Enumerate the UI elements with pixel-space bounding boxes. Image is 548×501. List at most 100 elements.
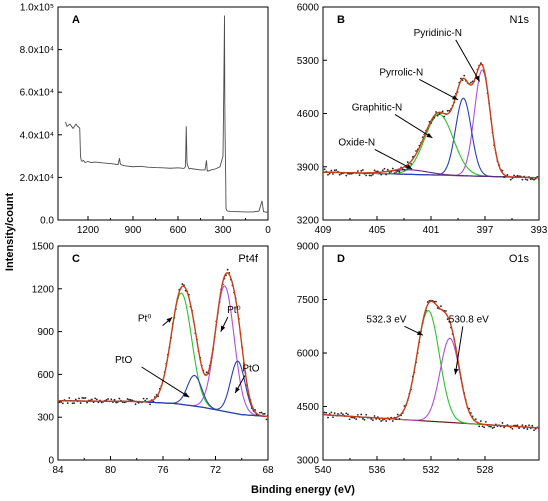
raw-data-point — [71, 402, 74, 405]
raw-data-point — [523, 427, 525, 430]
raw-data-point — [516, 424, 519, 427]
x-tick-label: 1200 — [77, 225, 100, 236]
raw-data-point — [129, 399, 132, 401]
raw-data-point — [506, 173, 509, 176]
raw-data-point — [134, 403, 137, 406]
y-tick-label: 900 — [37, 327, 54, 338]
raw-data-point — [323, 411, 326, 414]
y-tick-label: 1200 — [32, 284, 55, 295]
raw-data-point — [365, 174, 368, 177]
figure-xlabel: Binding energy (eV) — [251, 484, 355, 496]
raw-data-point — [443, 115, 446, 118]
annotation-arrowhead — [426, 132, 433, 138]
y-tick-label: 0.0 — [40, 216, 54, 227]
plot-area — [58, 268, 268, 421]
annotation-label: 532.3 eV — [366, 314, 406, 325]
raw-data-point — [78, 397, 80, 400]
panel-b: 409 405 401 397 393 3200 3900 4600 5300 6000 B N1s P… — [297, 3, 548, 237]
annotation-arrowhead — [406, 164, 413, 170]
raw-data-point — [82, 397, 85, 399]
annotation-label: PtO — [242, 364, 259, 375]
raw-data-point — [105, 399, 108, 401]
component-line — [323, 337, 539, 429]
plot-frame — [322, 245, 540, 461]
raw-data-point — [365, 413, 368, 416]
y-tick-label: 300 — [37, 413, 54, 424]
raw-data-point — [332, 416, 334, 419]
raw-data-point — [386, 168, 389, 171]
raw-data-point — [513, 174, 515, 177]
x-tick-label: 536 — [369, 465, 386, 476]
plot-area — [65, 15, 268, 213]
raw-data-point — [391, 420, 394, 422]
raw-data-point — [328, 412, 331, 415]
raw-data-point — [435, 300, 437, 303]
y-tick-label: 6.0x10⁴ — [20, 88, 54, 99]
raw-data-point — [393, 172, 396, 175]
raw-data-point — [360, 413, 363, 416]
raw-data-point — [533, 429, 535, 432]
annotation-arrowhead — [474, 75, 480, 82]
raw-data-point — [360, 169, 363, 172]
y-tick-label: 6000 — [297, 3, 320, 14]
raw-data-point — [84, 397, 87, 399]
raw-data-point — [533, 178, 535, 181]
raw-data-point — [396, 413, 399, 416]
raw-data-point — [516, 174, 519, 177]
x-tick-label: 540 — [315, 465, 332, 476]
plot-area — [323, 299, 539, 432]
y-tick-label: 6000 — [297, 349, 320, 360]
raw-data-point — [145, 397, 148, 400]
envelope-line — [323, 63, 539, 179]
annotation-arrow — [419, 79, 459, 101]
raw-data-point — [355, 418, 358, 421]
raw-data-point — [181, 283, 184, 285]
x-tick-label: 528 — [477, 465, 494, 476]
component-line — [323, 310, 539, 429]
x-tick-label: 300 — [215, 225, 232, 236]
y-tick-label: 4.0x10⁴ — [20, 130, 54, 141]
plot-area — [323, 62, 539, 181]
raw-data-point — [383, 167, 386, 170]
raw-data-point — [391, 167, 394, 170]
y-tick-label: 0 — [48, 456, 54, 467]
raw-data-point — [474, 418, 477, 421]
raw-data-point — [345, 174, 348, 177]
raw-data-point — [353, 417, 356, 419]
y-tick-label: 3900 — [297, 162, 320, 173]
raw-data-point — [401, 168, 404, 171]
raw-data-point — [463, 74, 466, 77]
raw-data-point — [396, 170, 399, 172]
raw-data-point — [340, 172, 343, 175]
raw-data-point — [395, 171, 398, 173]
raw-data-point — [380, 420, 383, 422]
raw-data-point — [403, 168, 406, 171]
raw-data-point — [347, 413, 349, 416]
raw-data-point — [406, 161, 409, 163]
annotation-arrowhead — [166, 317, 173, 323]
raw-data-point — [370, 174, 373, 177]
raw-data-point — [363, 418, 366, 421]
raw-data-point — [521, 424, 524, 426]
panel-label: B — [337, 14, 345, 26]
panel-c: 84 80 76 72 68 0 300 600 900 1200 1500 C Pt4f Pt⁰ Pt⁰ P… — [32, 242, 274, 477]
raw-data-point — [128, 398, 130, 401]
raw-data-point — [327, 416, 329, 419]
raw-data-point — [388, 171, 391, 174]
raw-data-point — [58, 401, 59, 404]
raw-data-point — [395, 418, 398, 421]
raw-data-point — [332, 173, 334, 175]
raw-data-point — [263, 412, 266, 415]
raw-data-point — [73, 402, 76, 405]
y-tick-label: 2.0x10⁴ — [20, 173, 54, 184]
raw-data-point — [348, 418, 351, 421]
raw-data-point — [385, 420, 388, 422]
raw-data-point — [509, 426, 512, 429]
x-tick-label: 397 — [477, 225, 494, 236]
raw-data-point — [503, 176, 506, 179]
annotation-arrowhead — [183, 392, 190, 398]
raw-data-point — [97, 401, 100, 404]
raw-data-point — [152, 400, 155, 403]
raw-data-point — [483, 426, 486, 429]
raw-data-point — [446, 109, 449, 112]
